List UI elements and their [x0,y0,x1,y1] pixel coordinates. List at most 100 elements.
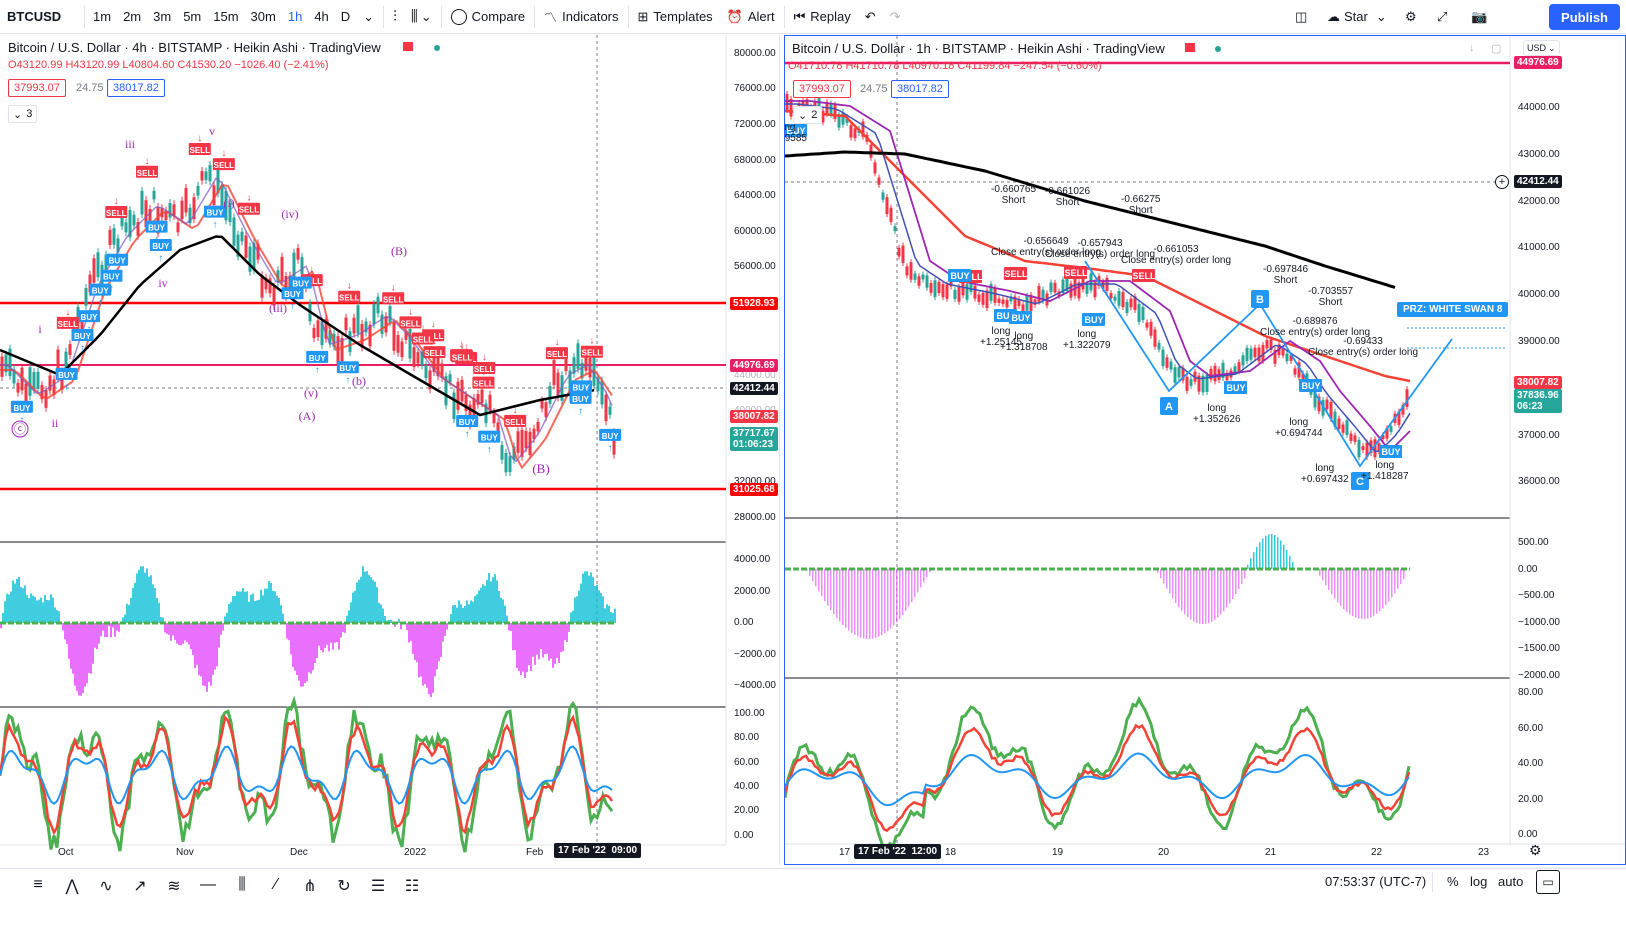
histogram-bar-negative [1214,569,1216,620]
layout-button[interactable]: ◫ [1288,0,1314,34]
interval-D[interactable]: D [340,9,351,24]
log-toggle[interactable]: log [1470,874,1488,889]
interval-1m[interactable]: 1m [93,9,112,24]
signal-text: BUY [572,395,590,404]
bid-price-box[interactable]: 37993.07 [793,80,851,98]
interval-4h[interactable]: 4h [314,9,329,24]
chart-type-button[interactable]: ⫼ ⌄ [404,0,439,34]
histogram-bar-positive [598,590,600,623]
left-chart[interactable]: BUY↑BUY↑SELL↓BUY↑BUY↑SELL↓BUY↑SELL↓BUY↑S… [0,35,780,865]
candle-body [949,280,953,287]
trend-lines-icon[interactable]: ≡ [33,876,43,893]
histogram-bar-negative [302,623,304,687]
settings-button[interactable]: ⚙ [1398,0,1424,34]
geometric-shapes-icon[interactable]: ≋ [167,878,181,895]
candle-body [312,327,316,339]
buy-signal: BUY↑ [599,428,622,454]
auto-toggle[interactable]: auto [1498,874,1524,889]
candle-body [8,348,12,377]
download-icon[interactable]: ↓ [1469,42,1475,54]
star-button[interactable]: ☁ Star ⌄ [1320,0,1394,34]
interval-2m[interactable]: 2m [123,9,142,24]
bar-style-button[interactable]: ⫶ [386,0,404,34]
pitchfork-icon[interactable]: ⋔ [303,878,317,895]
compare-button[interactable]: Compare [444,0,532,34]
signal-arrow: ↑ [109,284,114,295]
histogram-bar-positive [384,615,386,623]
interval-3m[interactable]: 3m [153,9,172,24]
interval-15m[interactable]: 15m [213,9,239,24]
candle-body [985,290,989,309]
collapse-indicators-button[interactable]: ⌄ 2 [793,106,823,124]
candle-body [873,162,877,174]
interval-5m[interactable]: 5m [183,9,202,24]
collapse-panel-button[interactable]: ▭ [1536,870,1560,894]
gear-icon[interactable]: ⚙ [1529,842,1542,858]
fib-icon[interactable]: ⋀ [65,878,79,895]
candle-body [140,190,144,215]
chevron-down-icon: ⌄ [363,8,375,24]
snapshot-button[interactable]: 📷 [1464,0,1494,34]
histogram-bar-positive [454,604,456,623]
indicators-button[interactable]: 〽 Indicators [537,0,625,34]
price-tick: 43000.00 [1518,148,1560,160]
signal-arrow: ↑ [315,365,320,376]
maximize-icon[interactable]: ▢ [1491,43,1502,55]
undo-button[interactable]: ↶ [858,0,883,34]
candle-body [348,331,352,353]
candle-body [1001,299,1005,305]
ask-price-box[interactable]: 38017.82 [107,79,165,97]
templates-button[interactable]: ⊞ Templates [631,0,720,34]
candle-body [1081,273,1085,290]
histogram-bar-positive [272,590,274,623]
histogram-bar-positive [270,582,272,623]
bars-icon: ⫼ [410,8,418,25]
redo-button[interactable]: ↷ [883,0,908,34]
clock[interactable]: 07:53:37 (UTC-7) [1325,874,1427,889]
collapse-indicators-button[interactable]: ⌄ 3 [8,105,38,123]
measure-icon[interactable]: ⫼ [238,876,246,893]
alert-button[interactable]: ⏰ Alert [720,0,782,34]
divider [783,5,785,28]
percent-toggle[interactable]: % [1447,874,1459,889]
currency-selector[interactable]: USD ⌄ [1523,40,1560,56]
signal-arrow: ↓ [482,352,487,363]
histogram-bar-positive [128,604,130,623]
prz-label[interactable]: PRZ: WHITE SWAN 8 [1397,302,1509,317]
publish-button[interactable]: Publish [1549,4,1620,30]
histogram-bar-positive [34,596,36,623]
candle-body [945,284,949,299]
replay-button[interactable]: ⏮ Replay [787,0,858,34]
interval-1h[interactable]: 1h [287,9,303,24]
long-position-icon[interactable]: ☰ [370,878,386,895]
prediction-icon[interactable]: ↗ [133,878,147,895]
horizontal-line-icon[interactable]: — [200,876,216,893]
right-chart[interactable]: ABCSELLBUYSELLBUYBUYSELLBUYSELLBUYBUYBUY… [784,35,1626,865]
cycle-icon[interactable]: ↻ [337,878,351,895]
candle-body [92,258,96,283]
ask-price-box[interactable]: 38017.82 [891,80,949,98]
brush-icon[interactable]: ∕ [274,876,278,893]
pattern-icon[interactable]: ∿ [99,878,113,895]
histogram-bar-negative [426,623,428,688]
annotation-action: +1.418287 [1361,471,1409,482]
histogram-bar-positive [484,585,486,623]
indicator-count: 2 [811,109,818,121]
histogram-bar-negative [899,569,901,619]
divider [383,5,385,28]
crosshair-add-button[interactable]: + [1495,175,1509,189]
interval-dropdown[interactable]: ⌄ [356,0,381,34]
fullscreen-icon: ⤢ [1437,8,1448,24]
left-chart-canvas[interactable]: BUY↑BUY↑SELL↓BUY↑BUY↑SELL↓BUY↑SELL↓BUY↑S… [0,35,780,865]
buy-signal: BUY↑ [106,253,129,279]
annotation-value: long [1077,329,1097,340]
histogram-bar-positive [356,582,358,623]
symbol-search[interactable]: BTCUSD [0,0,82,34]
short-position-icon[interactable]: ☷ [404,878,420,895]
candle-body [576,343,580,369]
fullscreen-button[interactable]: ⤢ [1430,0,1454,34]
right-chart-canvas[interactable]: ABCSELLBUYSELLBUYBUYSELLBUYSELLBUYBUYBUY… [785,36,1626,865]
bid-price-box[interactable]: 37993.07 [8,79,66,97]
annotation-action: +1.318708 [1000,342,1048,353]
interval-30m[interactable]: 30m [250,9,276,24]
